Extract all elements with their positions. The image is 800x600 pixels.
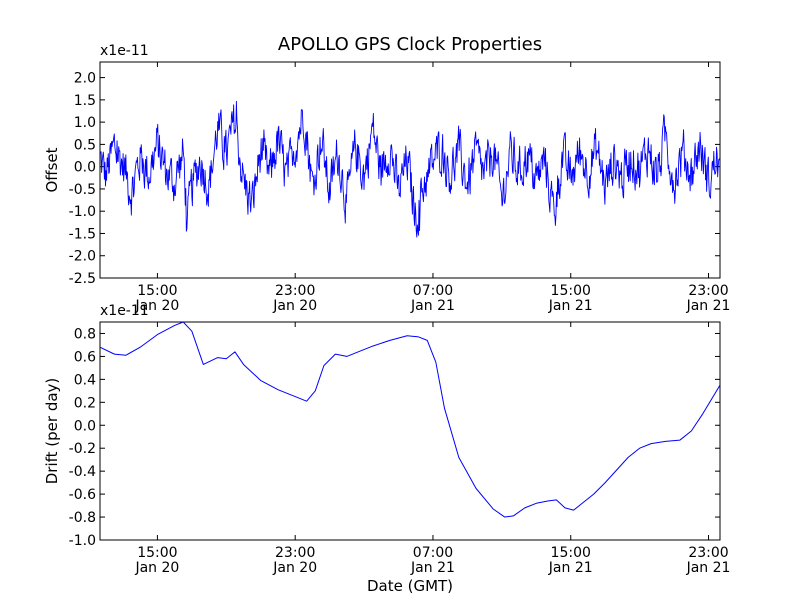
- x-tick-date-label: Jan 20: [134, 560, 179, 576]
- y-tick-label: -1.5: [69, 226, 96, 242]
- x-tick-date-label: Jan 21: [410, 298, 455, 314]
- y-tick-label: 0.0: [74, 160, 96, 176]
- plot-frame: [99, 61, 721, 279]
- y-tick-label: 1.5: [74, 93, 96, 109]
- y-tick-label: -1.0: [69, 533, 96, 549]
- y-tick-label: 0.6: [74, 349, 96, 365]
- y-tick-label: 1.0: [74, 115, 96, 131]
- y-axis-label: Drift (per day): [43, 378, 61, 485]
- x-tick-date-label: Jan 20: [272, 560, 317, 576]
- x-tick-date-label: Jan 21: [686, 560, 731, 576]
- x-tick-time-label: 23:00: [275, 283, 315, 299]
- x-tick-date-label: Jan 21: [410, 560, 455, 576]
- x-tick-time-label: 23:00: [688, 545, 728, 561]
- y-tick-label: -0.8: [69, 510, 96, 526]
- y-axis-label: Offset: [43, 147, 61, 192]
- drift-panel: -1.0 -0.8 -0.6 -0.4 -0.2 0.0 0.2 0.4 0.6 0.8 15:00…: [43, 303, 730, 576]
- x-tick-time-label: 07:00: [413, 283, 453, 299]
- offset-panel: -2.5 -2.0 -1.5 -1.0 -0.5 0.0 0.5 1.0 1.5 2.0 15:00…: [43, 43, 730, 314]
- x-tick-date-label: Jan 20: [134, 298, 179, 314]
- x-tick-time-label: 15:00: [551, 545, 591, 561]
- y-tick-label: 0.5: [74, 137, 96, 153]
- y-tick-label: -0.2: [69, 441, 96, 457]
- x-tick-time-label: 15:00: [137, 545, 177, 561]
- x-tick-time-label: 23:00: [688, 283, 728, 299]
- series-line: [100, 100, 720, 238]
- y-tick-label: 0.2: [74, 395, 96, 411]
- y-tick-label: -1.0: [69, 204, 96, 220]
- y-tick-label: 0.0: [74, 418, 96, 434]
- series-line: [100, 322, 720, 518]
- x-tick-date-label: Jan 21: [548, 298, 593, 314]
- y-tick-label: 0.4: [74, 372, 96, 388]
- x-tick-date-label: Jan 21: [686, 298, 731, 314]
- y-tick-label: -2.0: [69, 249, 96, 265]
- y-tick-label: 2.0: [74, 71, 96, 87]
- axis-offset-text: x1e-11: [100, 43, 149, 59]
- y-tick-label: -0.5: [69, 182, 96, 198]
- y-tick-label: -0.6: [69, 487, 96, 503]
- x-tick-time-label: 23:00: [275, 545, 315, 561]
- x-axis-label: Date (GMT): [367, 577, 453, 595]
- plot-frame: [99, 321, 721, 541]
- y-tick-label: -2.5: [69, 271, 96, 287]
- x-tick-date-label: Jan 20: [272, 298, 317, 314]
- y-tick-label: -0.4: [69, 464, 96, 480]
- chart-title: APOLLO GPS Clock Properties: [278, 34, 542, 55]
- y-tick-label: 0.8: [74, 326, 96, 342]
- x-tick-date-label: Jan 21: [548, 560, 593, 576]
- x-tick-time-label: 15:00: [551, 283, 591, 299]
- x-tick-time-label: 15:00: [137, 283, 177, 299]
- axis-offset-text: x1e-11: [100, 303, 149, 319]
- x-tick-time-label: 07:00: [413, 545, 453, 561]
